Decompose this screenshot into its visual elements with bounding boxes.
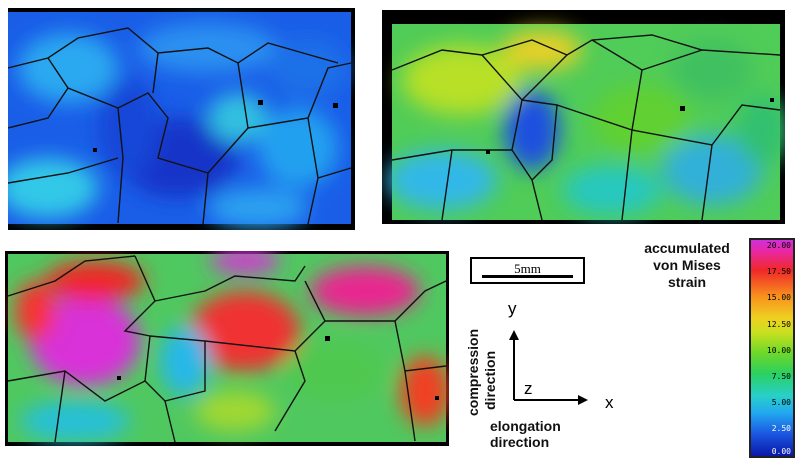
strain-map-stage-1 [8,8,355,230]
elongation-direction-label: elongation direction [490,418,561,450]
elongation-label-line2: direction [490,434,550,450]
colorbar-tick: 5.00 [771,398,791,407]
colorbar-tick: 10.00 [766,346,791,355]
strain-map-stage-2 [382,10,785,224]
colorbar-tick: 0.00 [771,447,791,456]
compression-label-line2: direction [482,350,498,410]
colorbar-tick: 2.50 [771,424,791,433]
colorbar-title-line2: von Mises [653,257,721,273]
compression-direction-label: compression direction [465,308,500,416]
x-axis-label: x [605,393,614,412]
strain-map-stage-2-image [387,24,785,221]
colorbar: 20.00 17.50 15.00 12.50 10.00 7.50 5.00 … [749,238,795,458]
scale-bar: 5mm [470,257,585,284]
elongation-label-line1: elongation [490,418,561,434]
strain-map-stage-1-image [8,12,352,228]
coordinate-axes: y z x [508,299,614,412]
compression-label-line1: compression [465,328,481,416]
colorbar-tick: 17.50 [766,267,791,276]
colorbar-tick: 12.50 [766,320,791,329]
y-axis-label: y [508,299,517,318]
strain-map-stage-3-image [7,251,449,443]
scale-bar-line [482,275,573,278]
colorbar-title-line1: accumulated [644,240,730,256]
z-axis-label: z [524,379,533,398]
colorbar-tick: 20.00 [766,241,791,250]
colorbar-tick: 7.50 [771,372,791,381]
colorbar-title: accumulated von Mises strain [632,240,742,291]
strain-map-stage-3 [5,251,449,446]
colorbar-tick: 15.00 [766,293,791,302]
scale-bar-label: 5mm [514,261,541,276]
colorbar-title-line3: strain [667,274,707,290]
